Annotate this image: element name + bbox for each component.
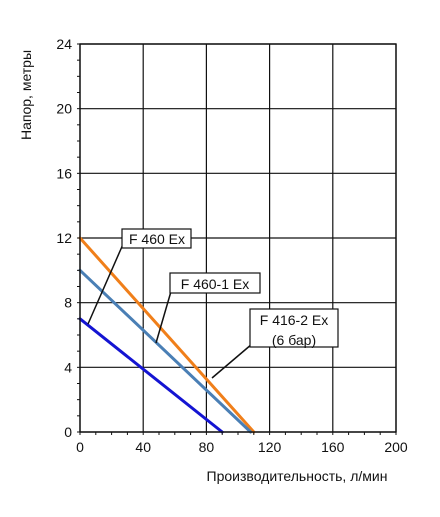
callout-box-3 (249, 308, 339, 348)
x-tick-label-40: 40 (135, 439, 151, 455)
y-tick-label-16: 16 (56, 165, 72, 181)
x-tick-label-200: 200 (384, 439, 408, 455)
callout-leader-1 (87, 241, 125, 325)
y-tick-label-4: 4 (64, 359, 72, 375)
x-tick-label-160: 160 (321, 439, 345, 455)
callout-label-3: F 416-2 Ex (260, 312, 328, 328)
callout-leader-3 (211, 343, 253, 379)
y-tick-label-8: 8 (64, 295, 72, 311)
callout-label-2: F 460-1 Ex (181, 276, 249, 292)
series-line-2 (78, 268, 253, 434)
y-tick-label-20: 20 (56, 101, 72, 117)
series-line-3 (78, 317, 224, 434)
x-tick-label-120: 120 (258, 439, 282, 455)
y-axis-label: Напор, метры (18, 50, 34, 140)
callout-label-1: F 460 Ex (129, 231, 185, 247)
callout-leader-2 (155, 287, 173, 344)
y-tick-label-24: 24 (56, 36, 72, 52)
x-tick-label-80: 80 (199, 439, 215, 455)
series-lines (78, 236, 256, 434)
plot-frame (77, 43, 397, 435)
callout-box-2 (169, 272, 261, 294)
series-callouts: F 460 Ex F 460-1 Ex F 416-2 Ex (6 бар) (87, 228, 339, 379)
series-line-1 (78, 236, 256, 434)
x-tick-label-0: 0 (76, 439, 84, 455)
callout-label-3-line2: (6 бар) (272, 332, 316, 348)
tick-labels: 0 40 80 120 160 200 0 4 8 12 16 20 24 (56, 36, 407, 455)
plot-border (79, 43, 397, 433)
callout-box-1 (121, 228, 192, 249)
y-tick-label-0: 0 (64, 424, 72, 440)
x-axis-label: Производительность, л/мин (207, 468, 388, 484)
y-tick-label-12: 12 (56, 230, 72, 246)
